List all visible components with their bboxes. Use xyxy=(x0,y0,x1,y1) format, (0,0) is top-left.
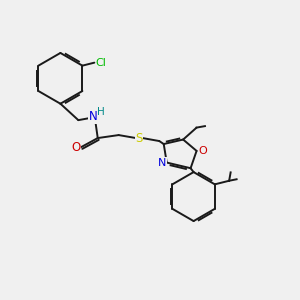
Text: S: S xyxy=(135,132,142,145)
Text: Cl: Cl xyxy=(96,58,107,68)
Text: O: O xyxy=(198,146,207,156)
Text: O: O xyxy=(71,140,81,154)
Text: H: H xyxy=(98,107,105,117)
Text: N: N xyxy=(158,158,166,167)
Text: N: N xyxy=(89,110,98,123)
